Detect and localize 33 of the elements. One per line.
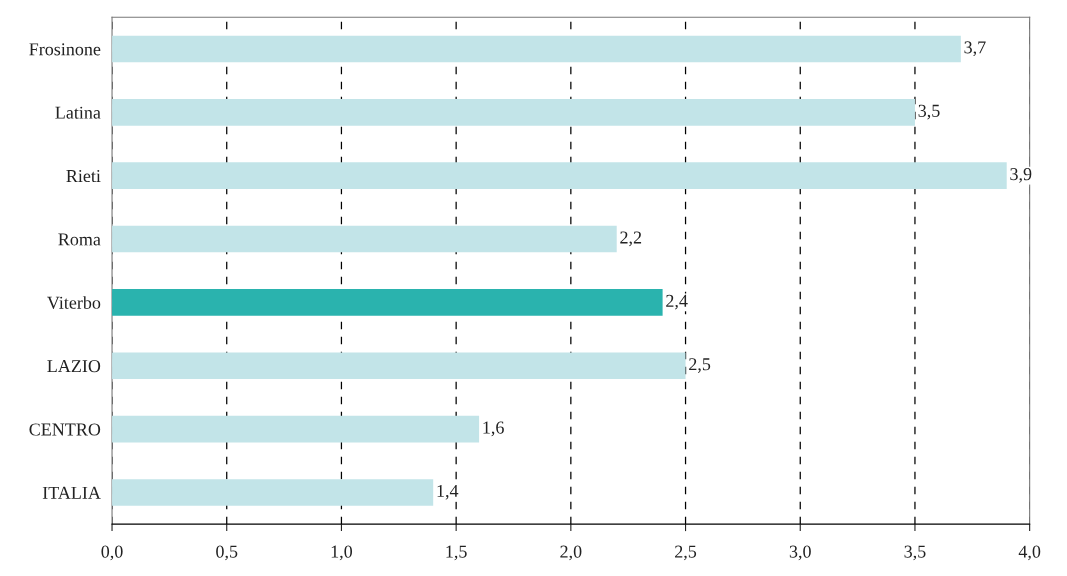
- y-tick-label: ITALIA: [42, 486, 101, 499]
- data-label: 3,5: [918, 104, 940, 120]
- data-label: 2,2: [620, 231, 642, 247]
- x-tick-label: 3,0: [789, 545, 811, 561]
- data-label: 1,6: [483, 421, 504, 437]
- y-tick-label: Viterbo: [47, 296, 101, 309]
- bar: [112, 225, 617, 253]
- y-tick-label: Latina: [55, 106, 101, 119]
- bar: [112, 35, 961, 63]
- bar: [112, 352, 686, 380]
- x-tick-label: 2,5: [675, 545, 697, 561]
- data-label: 3,9: [1010, 168, 1032, 183]
- y-tick-label: Roma: [58, 233, 101, 246]
- bar: [112, 99, 915, 126]
- y-tick-label: Rieti: [66, 169, 101, 183]
- x-tick-label: 3,5: [904, 545, 926, 561]
- data-label: 1,4: [437, 484, 459, 500]
- y-tick-label: Frosinone: [29, 43, 101, 56]
- data-label: 2,4: [666, 294, 688, 310]
- data-label: 3,7: [964, 41, 986, 57]
- x-tick-label: 4,0: [1018, 545, 1041, 561]
- x-tick-label: 2,0: [560, 545, 582, 561]
- x-tick-label: 1,5: [446, 545, 467, 561]
- bar: [112, 162, 1007, 189]
- x-tick-label: 0,5: [216, 545, 238, 561]
- bar: [112, 289, 663, 316]
- x-tick-label: 0,0: [101, 545, 123, 561]
- x-tick-label: 1,0: [331, 545, 353, 561]
- y-tick-label: CENTRO: [29, 423, 101, 436]
- bar: [112, 415, 480, 443]
- data-label: 2,5: [689, 358, 711, 373]
- bar: [112, 479, 434, 506]
- y-tick-label: LAZIO: [47, 360, 101, 373]
